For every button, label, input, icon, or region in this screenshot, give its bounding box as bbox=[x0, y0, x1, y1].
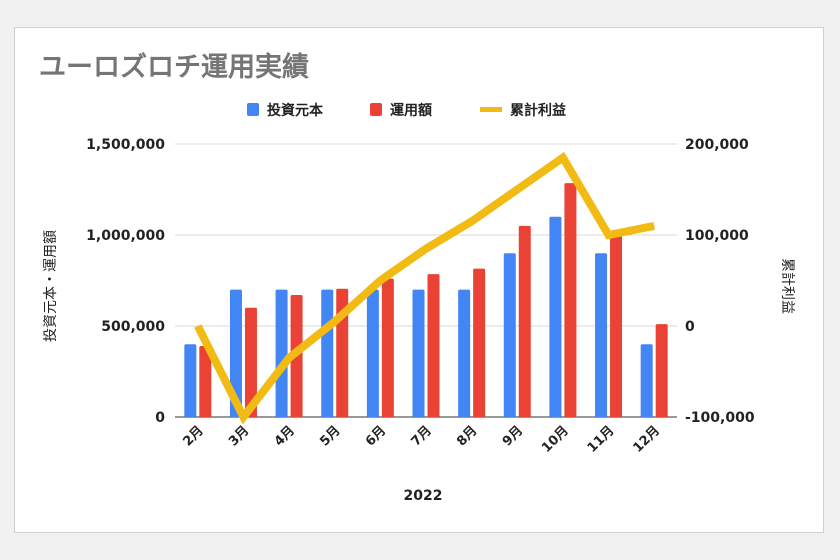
legend-swatch bbox=[247, 103, 259, 116]
bar bbox=[199, 346, 212, 417]
x-tick-label: 5月 bbox=[317, 423, 343, 449]
x-tick-label: 7月 bbox=[409, 423, 435, 449]
x-tick-label: 2月 bbox=[180, 423, 206, 449]
line-point bbox=[425, 248, 427, 250]
x-tick-labels: 2月 3月 4月 5月 6月 7月 8月 9月 10月 11月 12月 bbox=[180, 423, 663, 456]
y-tick-right: 0 bbox=[685, 319, 695, 335]
legend: 投資元本 運用額 累計利益 bbox=[247, 102, 566, 119]
legend-label: 投資元本 bbox=[267, 102, 324, 119]
y-axis-left-title: 投資元本・運用額 bbox=[43, 230, 59, 342]
legend-swatch bbox=[370, 103, 382, 116]
bar bbox=[321, 289, 334, 417]
bar bbox=[412, 289, 425, 417]
bar bbox=[184, 344, 197, 417]
line-point bbox=[653, 225, 655, 227]
x-tick-label: 3月 bbox=[226, 423, 252, 449]
y-tick-left: 1,000,000 bbox=[86, 228, 165, 244]
line-point bbox=[288, 357, 290, 359]
bar bbox=[564, 183, 577, 417]
bar bbox=[229, 289, 242, 417]
chart-title: ユーロズロチ運用実績 bbox=[39, 51, 309, 83]
y-tick-right: 200,000 bbox=[685, 137, 749, 153]
legend-label: 運用額 bbox=[390, 102, 432, 119]
line-point bbox=[608, 234, 610, 236]
x-tick-label: 11月 bbox=[585, 423, 618, 456]
chart: ユーロズロチ運用実績 0 500,000 1,000,000 1,500,000 -10… bbox=[39, 51, 795, 504]
y-tick-left: 0 bbox=[155, 410, 165, 426]
legend-swatch bbox=[480, 107, 502, 112]
bar bbox=[655, 324, 668, 417]
y-axis-right-title: 累計利益 bbox=[779, 258, 795, 314]
x-axis-title: 2022 bbox=[404, 488, 443, 504]
line-point bbox=[197, 325, 199, 327]
bar bbox=[473, 268, 486, 417]
bar bbox=[549, 216, 562, 417]
line-point bbox=[334, 320, 336, 322]
y-tick-left: 500,000 bbox=[101, 319, 165, 335]
x-tick-label: 6月 bbox=[363, 423, 389, 449]
legend-label: 累計利益 bbox=[510, 102, 566, 119]
line-point bbox=[242, 416, 244, 418]
x-tick-label: 9月 bbox=[500, 423, 526, 449]
y-tick-right: 100,000 bbox=[685, 228, 749, 244]
tick-labels: 0 500,000 1,000,000 1,500,000 -100,000 0 100,0… bbox=[86, 137, 755, 426]
x-tick-label: 4月 bbox=[272, 423, 298, 449]
bar bbox=[366, 289, 379, 417]
bar bbox=[610, 235, 623, 417]
line-point bbox=[471, 220, 473, 222]
x-tick-label: 8月 bbox=[454, 423, 480, 449]
bar bbox=[640, 344, 653, 417]
bar bbox=[275, 289, 288, 417]
y-tick-left: 1,500,000 bbox=[86, 137, 165, 153]
bars bbox=[184, 183, 668, 417]
profit-line bbox=[194, 151, 655, 425]
bar bbox=[518, 225, 531, 417]
chart-frame: ユーロズロチ運用実績 0 500,000 1,000,000 1,500,000 -10… bbox=[14, 27, 824, 533]
bar bbox=[381, 278, 394, 417]
bar bbox=[503, 253, 516, 417]
bar bbox=[595, 253, 608, 417]
y-tick-right: -100,000 bbox=[685, 410, 755, 426]
bar bbox=[427, 274, 440, 417]
line-point bbox=[516, 189, 518, 190]
x-tick-label: 12月 bbox=[630, 423, 663, 456]
profit-line-path bbox=[194, 151, 655, 425]
x-tick-label: 10月 bbox=[539, 423, 572, 456]
line-point bbox=[379, 280, 381, 281]
gridlines bbox=[175, 143, 677, 418]
line-point bbox=[562, 157, 564, 159]
bar bbox=[244, 307, 257, 417]
bar bbox=[458, 289, 471, 417]
